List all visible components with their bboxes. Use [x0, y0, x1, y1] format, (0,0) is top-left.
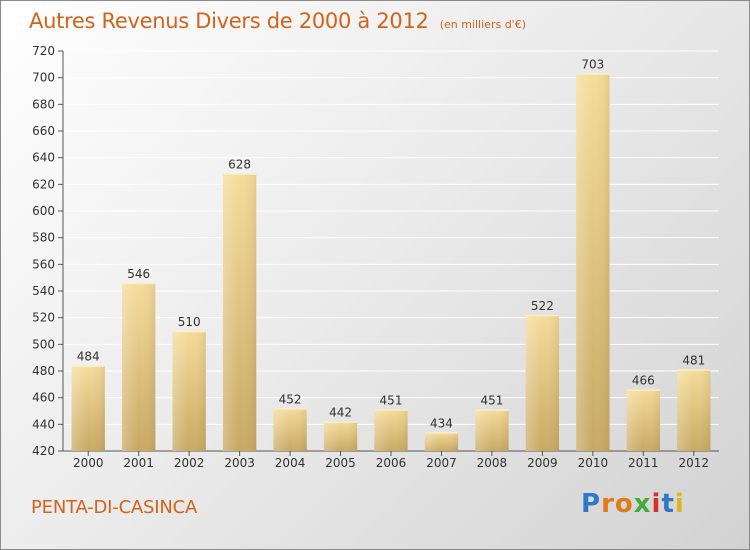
y-tick-label: 640: [32, 151, 55, 165]
data-label: 434: [430, 416, 453, 430]
x-tick-label: 2001: [123, 456, 154, 470]
logo-letter: o: [614, 489, 634, 519]
logo-letter: x: [633, 489, 652, 519]
logo-letter: i: [674, 489, 685, 519]
data-label: 703: [581, 58, 604, 72]
y-tick-label: 560: [32, 257, 55, 271]
data-label: 481: [682, 354, 705, 368]
bar-shade: [122, 283, 156, 451]
x-tick-label: 2004: [275, 456, 306, 470]
y-tick-label: 700: [32, 71, 55, 85]
y-tick-label: 600: [32, 204, 55, 218]
bar-shade: [677, 369, 711, 451]
bar-shade: [71, 365, 105, 451]
y-tick-label: 460: [32, 391, 55, 405]
y-tick-label: 540: [32, 284, 55, 298]
data-label: 546: [127, 267, 150, 281]
y-tick-label: 580: [32, 231, 55, 245]
x-tick-label: 2006: [376, 456, 407, 470]
bar-shade: [172, 331, 206, 451]
chart-unit: (en milliers d'€): [439, 18, 526, 31]
y-tick-label: 680: [32, 97, 55, 111]
grid-layer: [63, 50, 719, 452]
data-label: 442: [329, 406, 352, 420]
bar-shade: [374, 409, 408, 451]
bar-shade: [525, 315, 560, 451]
proxiti-logo: Proxiti: [581, 489, 685, 519]
y-tick-label: 660: [32, 124, 55, 138]
x-tick-label: 2007: [426, 456, 457, 470]
data-label: 452: [279, 392, 302, 406]
y-tick-label: 480: [32, 364, 55, 378]
x-tick-label: 2003: [224, 456, 255, 470]
chart-title-text: Autres Revenus Divers de 2000 à 2012: [29, 9, 429, 33]
bar-shade: [424, 432, 459, 451]
bar-shade: [273, 408, 307, 451]
data-label: 451: [480, 394, 503, 408]
data-label: 466: [632, 374, 655, 388]
logo-letter: t: [661, 489, 675, 519]
bar-shade: [475, 409, 509, 451]
y-tick-label: 620: [32, 177, 55, 191]
logo-letter: P: [581, 489, 602, 519]
y-tick-label: 520: [32, 311, 55, 325]
y-tick-label: 500: [32, 337, 55, 351]
x-tick-label: 2005: [325, 456, 356, 470]
x-tick-label: 2002: [174, 456, 205, 470]
data-label: 510: [178, 315, 201, 329]
bar-shade: [222, 173, 257, 451]
x-tick-label: 2008: [477, 456, 508, 470]
data-label: 451: [380, 394, 403, 408]
data-label: 522: [531, 299, 554, 313]
x-tick-label: 2000: [73, 456, 104, 470]
logo-letter: i: [651, 489, 662, 519]
bar-shade: [323, 421, 358, 451]
x-tick-label: 2012: [678, 456, 709, 470]
x-tick-label: 2011: [628, 456, 659, 470]
x-tick-label: 2010: [578, 456, 609, 470]
bar-shade: [626, 389, 660, 451]
x-tick-label: 2009: [527, 456, 558, 470]
y-tick-label: 720: [32, 44, 55, 58]
bar-layer: [71, 73, 711, 452]
bar-shade: [576, 73, 610, 452]
chart-title: Autres Revenus Divers de 2000 à 2012 (en…: [29, 9, 526, 33]
y-tick-label: 420: [32, 444, 55, 458]
logo-letter: r: [601, 489, 615, 519]
data-label: 484: [77, 350, 100, 364]
y-tick-label: 440: [32, 417, 55, 431]
location-label: PENTA-DI-CASINCA: [31, 497, 198, 518]
label-layer: 484 2000 546 2001 510 2002 628 2003 452 2004 442 20…: [73, 58, 709, 470]
data-label: 628: [228, 158, 251, 172]
